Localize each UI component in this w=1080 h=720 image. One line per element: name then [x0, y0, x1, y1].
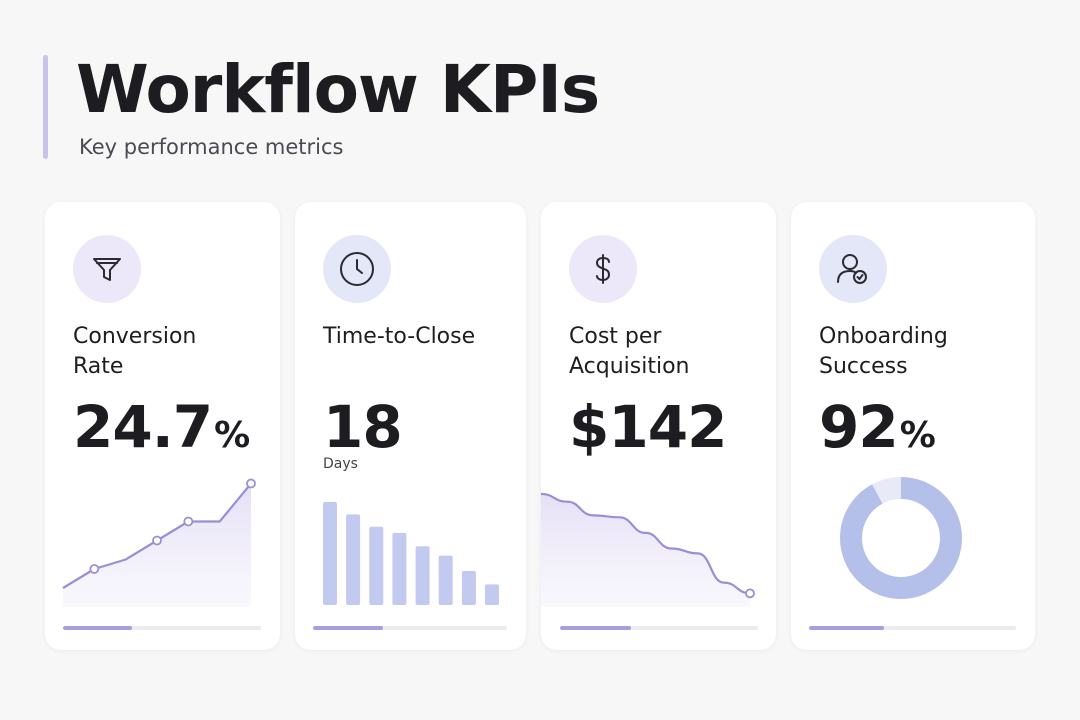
chart-point: [183, 516, 194, 527]
donut-slice: [840, 477, 962, 599]
progress-fill: [63, 626, 133, 630]
chart-bar: [369, 526, 384, 605]
chart-bar: [485, 584, 499, 605]
chart-point: [89, 564, 100, 574]
page-subtitle: Key performance metrics: [79, 135, 344, 159]
header-accent-bar: [43, 55, 48, 159]
funnel-icon: [73, 235, 141, 303]
progress-bar: [560, 626, 758, 630]
chart-area-fill: [541, 493, 750, 607]
kpi-value: 24.7%: [73, 393, 250, 461]
chart-bar: [346, 514, 361, 605]
chart-point: [745, 588, 755, 599]
conversion-rate-chart: [62, 478, 256, 607]
chart-point: [246, 478, 256, 489]
kpi-value: $142: [569, 393, 727, 461]
chart-bar: [323, 502, 337, 605]
chart-bar: [461, 571, 476, 605]
onboarding-success-chart: [840, 477, 962, 599]
progress-bar: [63, 626, 261, 630]
chart-line: [541, 492, 751, 595]
progress-bar: [809, 626, 1016, 630]
progress-fill: [313, 626, 383, 630]
cost-per-acquisition-chart: [541, 492, 755, 607]
dollar-icon: [569, 235, 637, 303]
kpi-card-time-to-close[interactable]: Time-to-Close 18 Days: [295, 202, 526, 650]
kpi-label: Cost per Acquisition: [569, 324, 690, 379]
kpi-value: 92%: [819, 393, 936, 461]
kpi-card-conversion-rate[interactable]: Conversion Rate 24.7%: [45, 202, 280, 650]
chart-bar: [415, 546, 430, 605]
kpi-value: 18: [323, 393, 403, 461]
kpi-label: Time-to-Close: [323, 324, 476, 349]
kpi-label: Conversion Rate: [73, 324, 197, 379]
donut-slice: [840, 477, 962, 599]
progress-fill: [809, 626, 884, 630]
chart-bar: [392, 532, 407, 605]
chart-bar: [438, 555, 453, 605]
progress-bar: [313, 626, 507, 630]
chart-point: [152, 535, 162, 546]
kpi-unit-label: Days: [323, 456, 358, 472]
kpi-card-onboarding-success[interactable]: Onboarding Success 92%: [791, 202, 1035, 650]
kpi-card-cost-per-acquisition[interactable]: Cost per Acquisition $142: [541, 202, 776, 650]
user-check-icon: [819, 235, 887, 303]
clock-icon: [323, 235, 391, 303]
progress-fill: [560, 626, 632, 630]
page-title: Workflow KPIs: [76, 51, 600, 128]
kpi-label: Onboarding Success: [819, 324, 948, 379]
time-to-close-chart: [323, 502, 499, 605]
